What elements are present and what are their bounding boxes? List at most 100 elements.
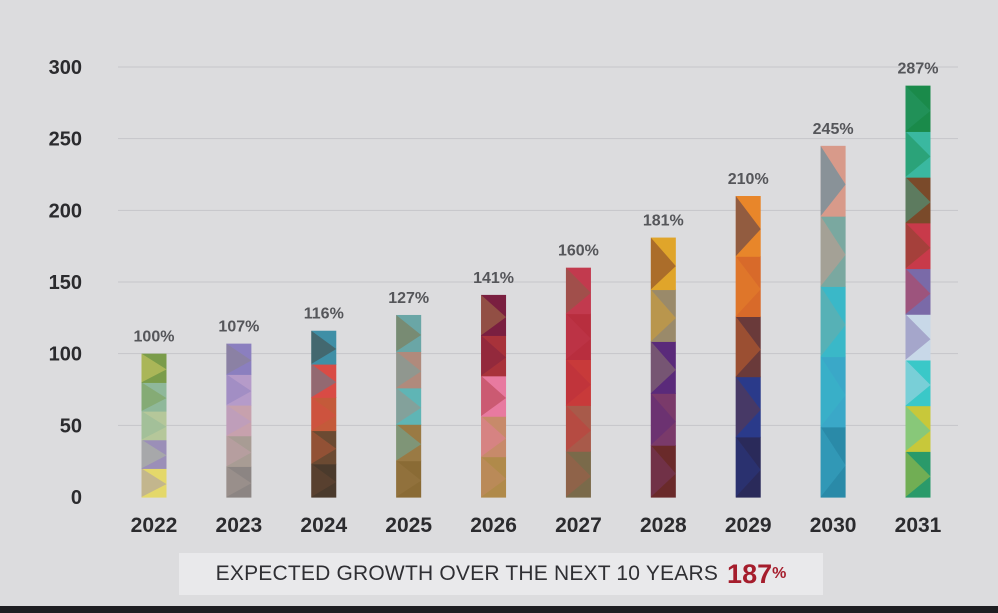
bar-facet [650,289,676,342]
bar-facet [396,424,422,461]
bar-segment [565,267,591,315]
bar-facet [311,463,337,497]
bar-segment [820,145,846,217]
y-tick-label: 150 [49,272,82,294]
bar-facet [735,196,761,257]
bar-segment [735,196,761,257]
bar-segment [396,314,422,352]
bar-facet [481,375,507,417]
bar-2023 [226,343,252,498]
y-tick-label: 100 [49,344,82,366]
bar-facet [565,267,591,314]
bar-facet [820,426,846,497]
bar-segment [735,436,761,498]
x-tick-label: 2022 [131,514,178,537]
bar-segment [481,375,507,417]
bar-facet [565,359,591,406]
bar-facet [905,222,931,269]
x-tick-label: 2027 [555,514,602,537]
y-tick-label: 300 [49,57,82,79]
bar-facet [650,393,676,446]
data-label: 107% [218,319,259,336]
bar-facet [226,466,252,497]
bar-segment [141,439,167,469]
bar-facet [226,343,252,375]
bar-facet [820,216,846,287]
bar-2029 [735,196,761,498]
y-tick-label: 0 [71,487,82,509]
x-tick-label: 2029 [725,514,772,537]
bar-facet [565,313,591,360]
caption-text: EXPECTED GROWTH OVER THE NEXT 10 YEARS [215,562,719,585]
bar-facet [820,145,846,217]
bar-facet [226,404,252,436]
bar-segment [481,416,507,458]
y-tick-label: 200 [49,200,82,222]
y-tick-label: 250 [49,129,82,151]
bar-segment [226,374,252,406]
bar-2026 [481,294,507,498]
data-label: 141% [473,270,514,287]
data-label: 116% [304,306,344,323]
bar-facet [481,416,507,457]
bar-facet [141,353,167,383]
bar-chart: 0 50 100 150 200 250 300 100% 2022 107% 2023 116% 20… [49,57,958,537]
bar-segment [311,397,337,432]
bar-segment [905,268,931,315]
bar-segment [905,131,931,178]
data-label: 245% [813,121,854,138]
bar-facet [650,237,676,290]
bar-facet [735,436,761,497]
bar-segment [311,330,337,365]
bottom-border [0,606,998,613]
bar-segment [141,468,167,498]
gridlines [118,66,958,426]
bar-facet [396,460,422,497]
bar-facet [311,363,337,398]
bar-segment [905,405,931,452]
bar-facet [141,439,167,469]
bar-facet [481,456,507,497]
bar-facet [481,335,507,376]
bar-segment [311,430,337,465]
bar-segment [735,316,761,378]
bar-facet [905,359,931,406]
data-label: 127% [388,290,429,307]
data-label: 210% [728,171,769,188]
bar-2027 [565,267,591,498]
bar-facet [820,286,846,357]
bar-facet [650,445,676,497]
chart-labels: 0 50 100 150 200 250 300 100% 2022 107% 2023 116% 20… [49,57,942,537]
data-label: 287% [898,61,939,78]
bar-facet [311,330,337,364]
bar-2030 [820,145,846,498]
x-tick-label: 2028 [640,514,687,537]
bar-segment [226,404,252,437]
bar-2025 [396,314,422,498]
bar-facet [905,268,931,315]
bar-facet [565,405,591,452]
bar-segment [905,314,931,361]
bar-segment [226,343,252,375]
bar-2022 [141,353,167,498]
bar-segment [481,335,507,377]
bar-facet [905,131,931,178]
x-tick-label: 2026 [470,514,517,537]
bar-segment [141,382,167,412]
bar-segment [481,294,507,336]
x-tick-label: 2030 [810,514,857,537]
bar-segment [396,351,422,389]
x-tick-label: 2023 [216,514,263,537]
bar-facet [141,411,167,440]
x-tick-label: 2031 [895,514,942,537]
bar-facet [565,451,591,497]
bar-segment [565,313,591,360]
bar-segment [311,463,337,498]
bar-segment [650,341,676,394]
bar-segment [396,387,422,425]
bar-segment [565,405,591,452]
bar-facet [820,356,846,427]
bar-segment [141,353,167,383]
bar-facet [735,256,761,317]
bar-2031 [905,85,931,498]
